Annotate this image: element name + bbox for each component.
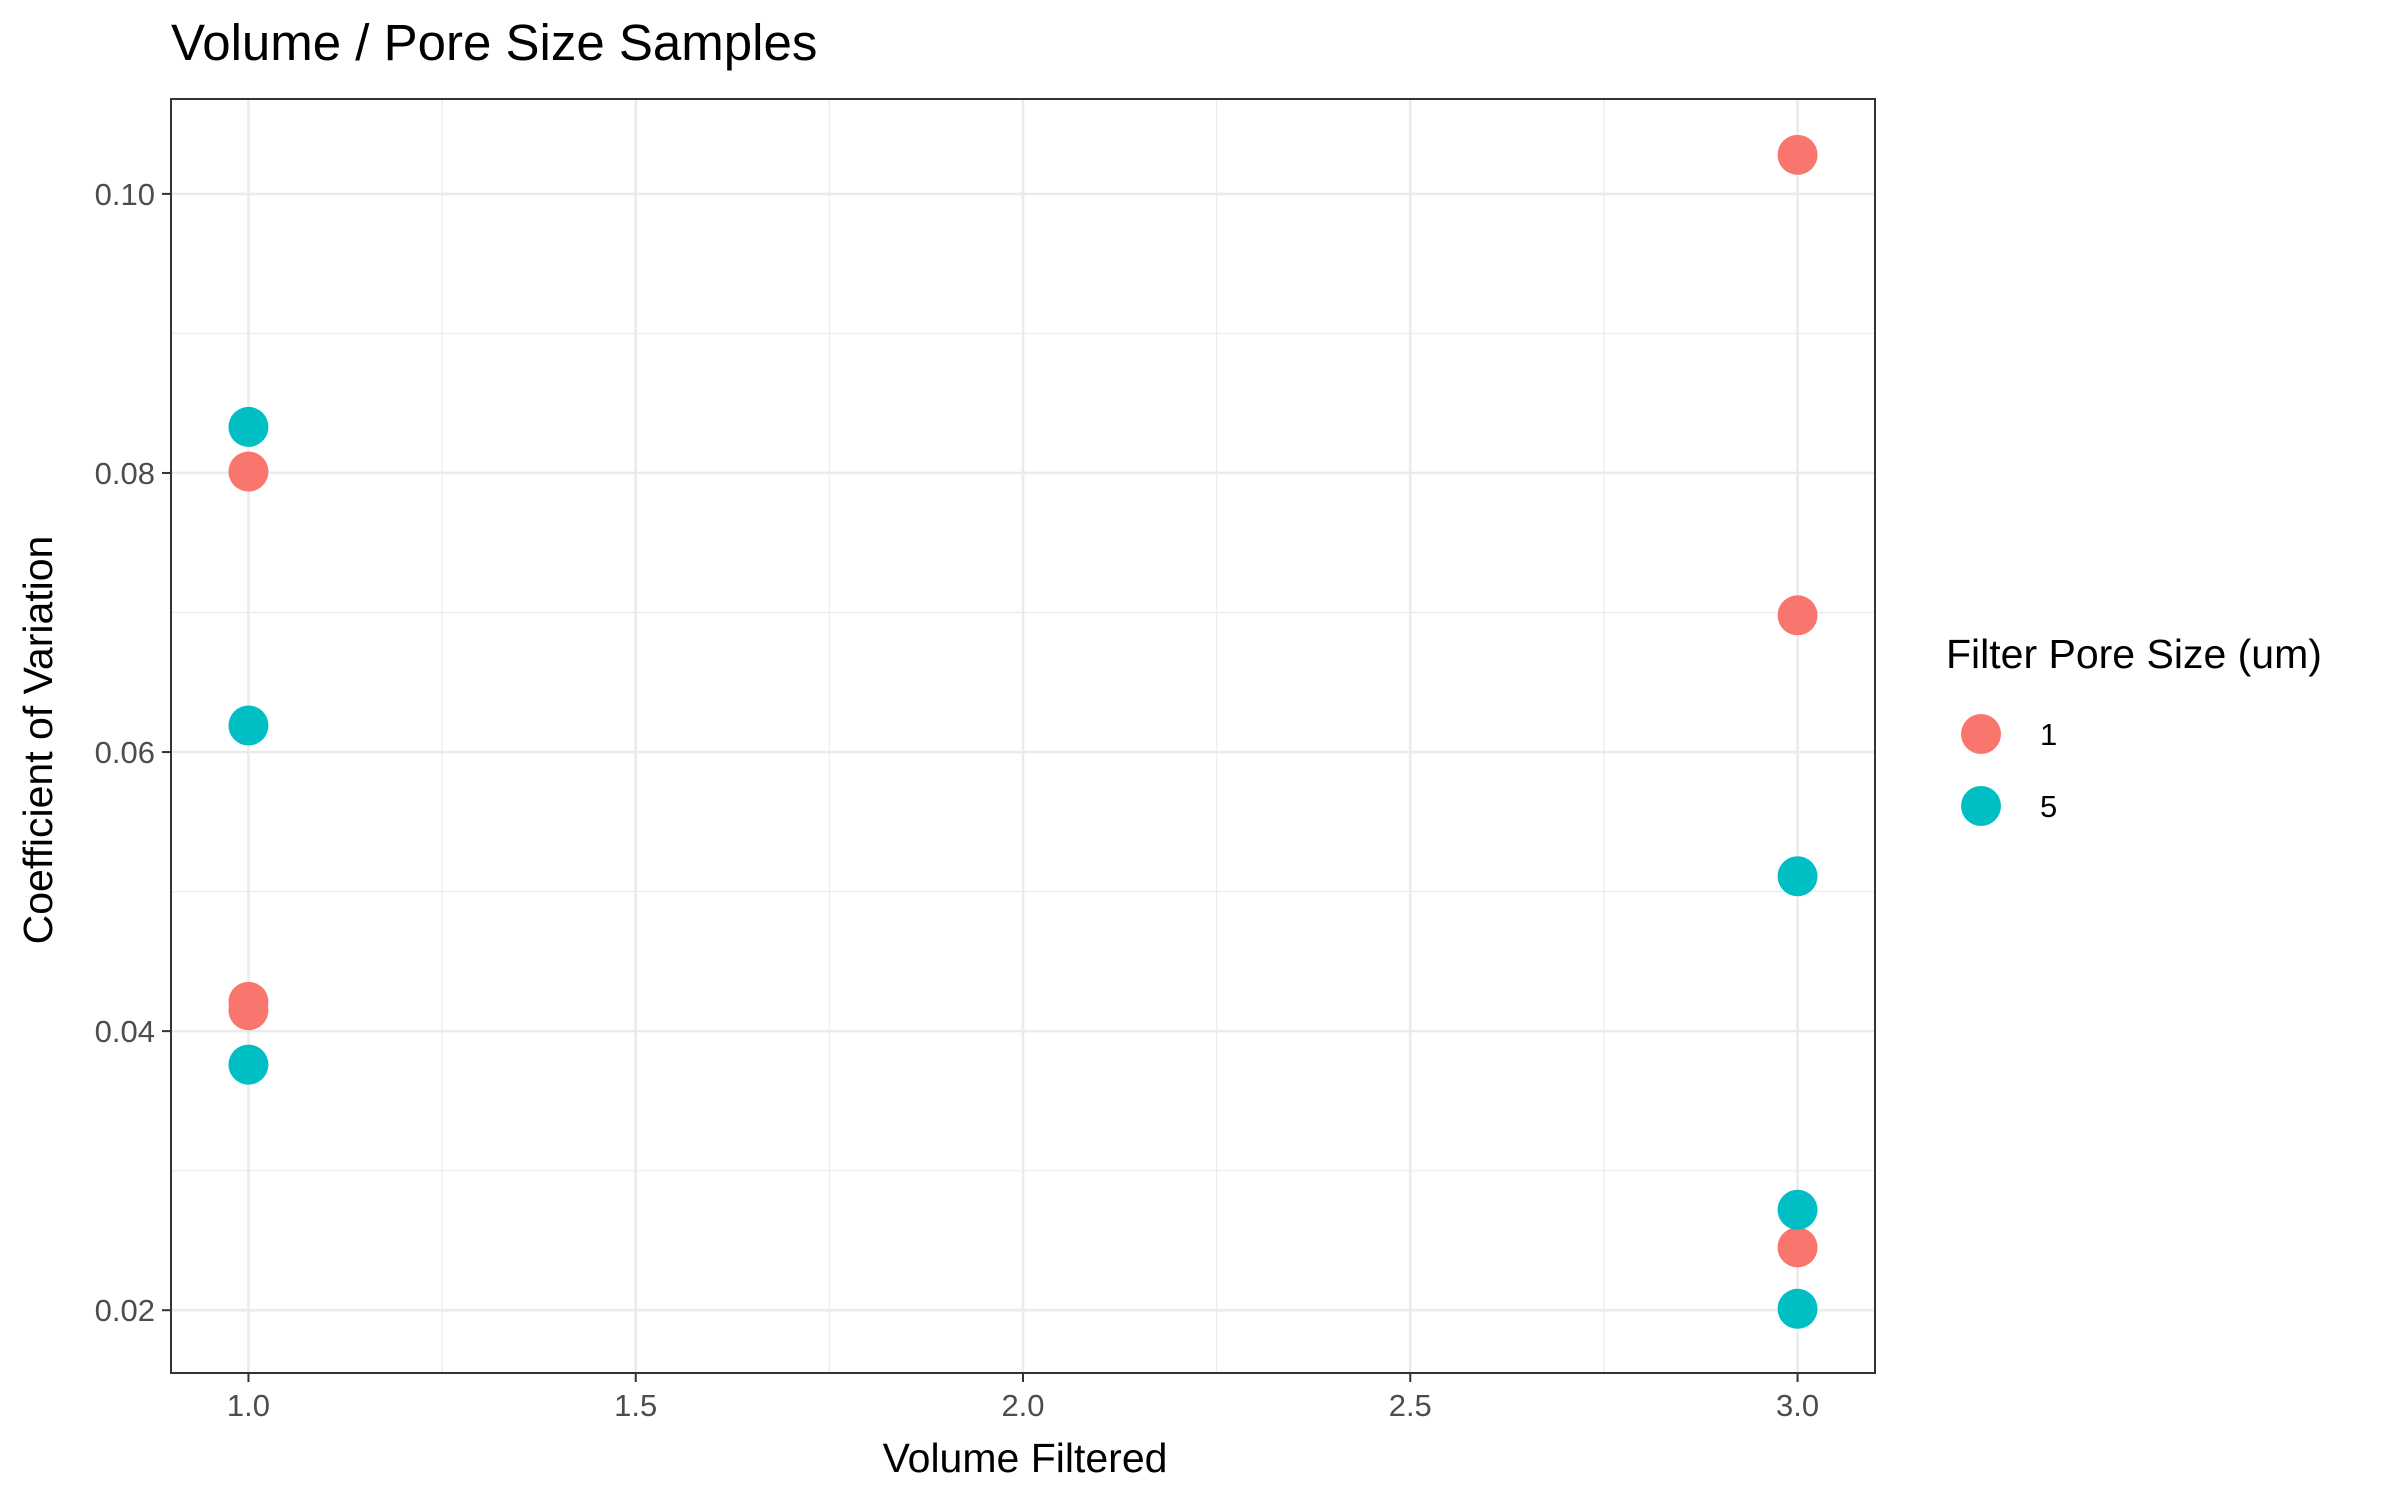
data-point-series-5 xyxy=(1777,856,1818,897)
x-tick-label: 1.0 xyxy=(227,1388,270,1423)
legend-key-1 xyxy=(1961,714,2001,754)
legend-title: Filter Pore Size (um) xyxy=(1946,631,2322,677)
x-tick-label: 1.5 xyxy=(614,1388,657,1423)
x-tick-label: 2.5 xyxy=(1389,1388,1432,1423)
data-point-series-5 xyxy=(228,705,269,746)
data-point-series-5 xyxy=(228,1044,269,1085)
data-point-series-5 xyxy=(1777,1189,1818,1230)
x-tick-label: 2.0 xyxy=(1001,1388,1044,1423)
y-tick-label: 0.10 xyxy=(95,177,155,212)
data-point-series-1 xyxy=(1777,1227,1818,1268)
x-axis-title: Volume Filtered xyxy=(883,1435,1168,1481)
grid xyxy=(171,99,1875,1373)
y-tick-label: 0.02 xyxy=(95,1293,155,1328)
legend-label-1: 1 xyxy=(2040,717,2057,752)
data-point-series-5 xyxy=(228,406,269,447)
data-point-series-5 xyxy=(1777,1288,1818,1329)
legend: Filter Pore Size (um) 1 5 xyxy=(1946,631,2322,826)
y-tick-label: 0.06 xyxy=(95,735,155,770)
data-point-series-1 xyxy=(1777,595,1818,636)
x-tick-label: 3.0 xyxy=(1776,1388,1819,1423)
data-points xyxy=(228,134,1818,1329)
y-axis-title: Coefficient of Variation xyxy=(15,536,61,945)
data-point-series-1 xyxy=(228,990,269,1031)
y-tick-label: 0.08 xyxy=(95,456,155,491)
chart-title: Volume / Pore Size Samples xyxy=(171,14,817,71)
y-tick-label: 0.04 xyxy=(95,1014,155,1049)
data-point-series-1 xyxy=(228,451,269,492)
legend-key-5 xyxy=(1961,786,2001,826)
axes: 1.0 1.5 2.0 2.5 3.0 0.02 0.04 0.06 0.08 0.10 xyxy=(95,177,1819,1423)
legend-label-5: 5 xyxy=(2040,789,2057,824)
data-point-series-1 xyxy=(1777,134,1818,175)
